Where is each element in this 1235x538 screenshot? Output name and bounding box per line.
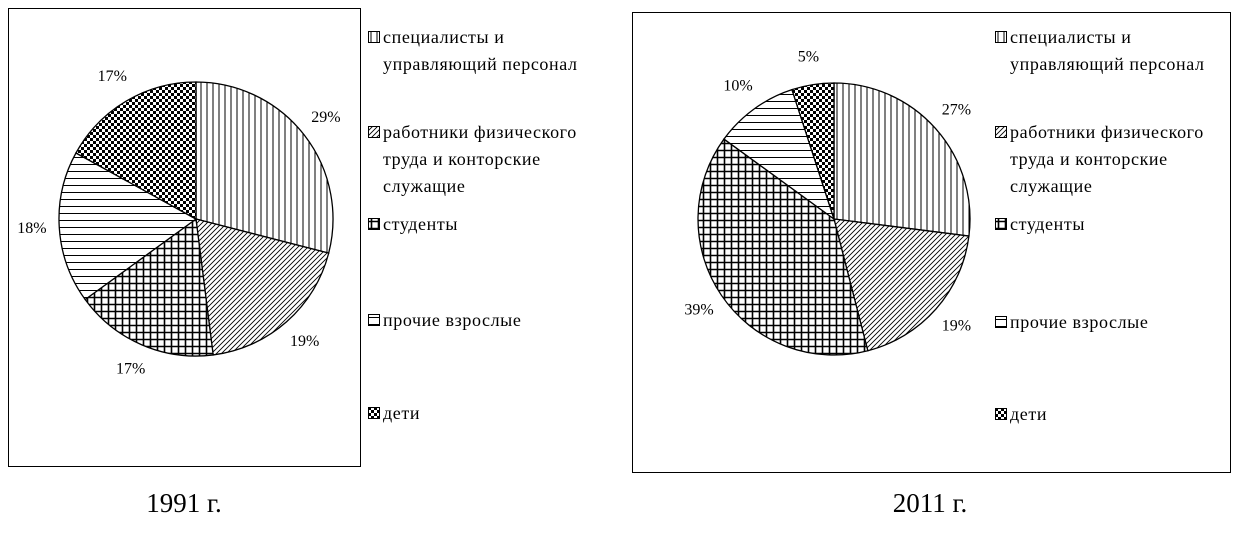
legend-label: студенты — [383, 214, 459, 234]
legend-label: специалисты и управляющий персонал — [1010, 27, 1205, 74]
legend-label: студенты — [1010, 214, 1086, 234]
legend-entry: работники физического труда и конторские… — [995, 119, 1235, 200]
legend-label: специалисты и управляющий персонал — [383, 27, 578, 74]
legend-swatch — [995, 126, 1007, 138]
swatch-box — [368, 218, 380, 230]
data-label: 27% — [942, 102, 971, 119]
legend-swatch — [368, 407, 380, 419]
swatch-box — [368, 126, 380, 138]
chart-frame — [632, 12, 1231, 473]
data-label: 39% — [684, 301, 713, 318]
legend-label: прочие взрослые — [383, 310, 522, 330]
swatch-box — [368, 314, 380, 326]
chart-frame — [8, 8, 361, 467]
legend-label: прочие взрослые — [1010, 312, 1149, 332]
legend-label: дети — [383, 403, 421, 423]
swatch-box — [995, 408, 1007, 420]
legend-swatch — [995, 408, 1007, 420]
legend-entry: прочие взрослые — [995, 309, 1235, 336]
swatch-box — [368, 31, 380, 43]
legend-entry: дети — [995, 401, 1235, 428]
pie-slice — [697, 138, 869, 356]
data-label: 19% — [290, 333, 319, 350]
pie-slice — [195, 81, 334, 254]
legend-entry: студенты — [995, 211, 1235, 238]
pie-slice — [833, 218, 970, 352]
legend-entry: специалисты и управляющий персонал — [995, 24, 1235, 78]
data-label: 29% — [311, 109, 340, 126]
swatch-box — [995, 126, 1007, 138]
data-label: 17% — [116, 361, 145, 378]
data-label: 10% — [723, 78, 752, 95]
pie-slice — [75, 81, 197, 221]
chart-caption: 2011 г. — [892, 488, 968, 518]
swatch-box — [995, 316, 1007, 328]
chart-caption: 1991 г. — [146, 488, 222, 518]
pie-slice — [195, 218, 330, 356]
legend-swatch — [368, 31, 380, 43]
data-label: 18% — [17, 220, 46, 237]
data-label: 19% — [942, 318, 971, 335]
legend-entry: студенты — [368, 211, 618, 238]
swatch-box — [995, 218, 1007, 230]
legend-swatch — [995, 31, 1007, 43]
pie-slice — [833, 82, 971, 237]
legend-swatch — [995, 316, 1007, 328]
legend-label: работники физического труда и конторские… — [1010, 122, 1204, 196]
legend-swatch — [368, 126, 380, 138]
legend-entry: специалисты и управляющий персонал — [368, 24, 618, 78]
legend-swatch — [368, 314, 380, 326]
legend-label: дети — [1010, 404, 1048, 424]
pie-slice — [723, 88, 836, 221]
data-label: 5% — [798, 48, 819, 65]
legend-entry: прочие взрослые — [368, 307, 618, 334]
data-label: 17% — [98, 68, 127, 85]
legend-swatch — [368, 218, 380, 230]
pie-slice — [791, 82, 835, 220]
swatch-box — [368, 407, 380, 419]
legend-entry: работники физического труда и конторские… — [368, 119, 618, 200]
legend-label: работники физического труда и конторские… — [383, 122, 577, 196]
legend-swatch — [995, 218, 1007, 230]
pie-slice — [58, 152, 198, 301]
legend-entry: дети — [368, 400, 618, 427]
swatch-box — [995, 31, 1007, 43]
pie-slice — [84, 217, 214, 357]
